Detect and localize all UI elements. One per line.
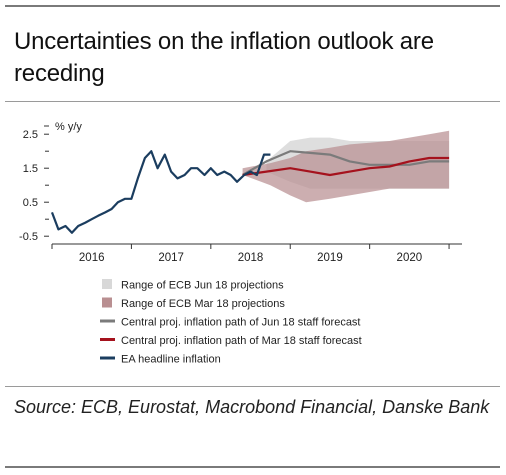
x-tick-label: 2017 [158, 252, 184, 264]
projection-ranges [242, 130, 450, 203]
y-tick-label: -0.5 [19, 231, 38, 243]
x-tick-label: 2020 [397, 252, 423, 264]
legend-swatch-box [102, 279, 112, 289]
legend-item-label: Range of ECB Jun 18 projections [121, 280, 284, 292]
jun-18-central-line [242, 150, 450, 176]
y-axis-unit-label: % y/y [55, 121, 82, 133]
legend: Range of ECB Jun 18 projections Range of … [100, 279, 362, 366]
x-tick-label: 2019 [317, 252, 343, 264]
projection-lines [50, 150, 450, 234]
source-note: Source: ECB, Eurostat, Macrobond Financi… [14, 397, 490, 417]
legend-item-label: Range of ECB Mar 18 projections [121, 298, 285, 310]
x-tick-label: 2016 [79, 252, 105, 264]
bottom-rule [5, 466, 500, 468]
axes: % y/y 2.5 1.5 0.5 -0.5 2016 2017 2018 2019 2020 [19, 121, 462, 264]
legend-item-label: EA headline inflation [121, 354, 221, 366]
top-rule [5, 5, 500, 7]
title-rule [5, 101, 500, 102]
mar-18-central-line [242, 156, 450, 177]
x-tick-label: 2018 [238, 252, 264, 264]
legend-item-label: Central proj. inflation path of Mar 18 s… [121, 335, 362, 347]
chart-title: Uncertainties on the inflation outlook a… [14, 28, 434, 87]
legend-item-label: Central proj. inflation path of Jun 18 s… [121, 317, 361, 329]
ea-headline-inflation-line [50, 150, 271, 234]
source-rule [5, 386, 500, 387]
mar-18-range-band [242, 130, 450, 203]
legend-swatch-box [102, 297, 112, 308]
y-tick-label: 0.5 [23, 197, 38, 209]
y-tick-label: 1.5 [23, 163, 38, 175]
y-tick-label: 2.5 [23, 129, 38, 141]
inflation-chart: % y/y 2.5 1.5 0.5 -0.5 2016 2017 2018 2019 2020 R… [19, 121, 462, 366]
